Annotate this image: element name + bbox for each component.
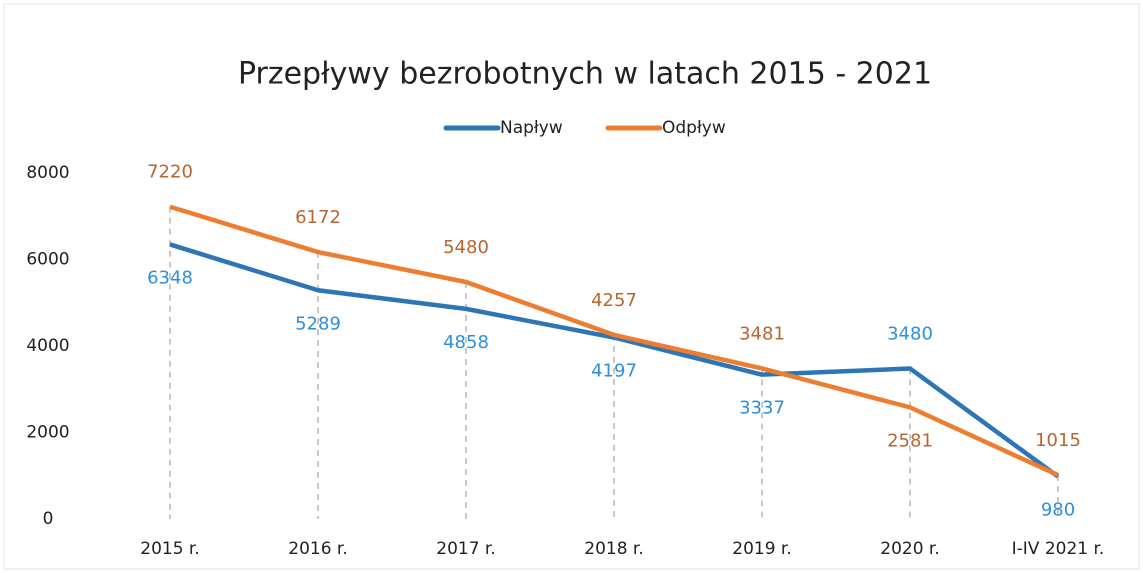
chart-title: Przepływy bezrobotnych w latach 2015 - 2… (238, 57, 932, 92)
data-label: 4257 (591, 290, 637, 311)
data-label: 4197 (591, 360, 637, 381)
data-label: 2581 (887, 430, 933, 451)
x-tick-label: 2016 r. (288, 539, 348, 559)
data-label: 5480 (443, 237, 489, 258)
series-line (169, 204, 1059, 478)
y-tick-label: 4000 (26, 336, 69, 356)
data-label: 3480 (887, 323, 933, 344)
y-tick-label: 8000 (26, 163, 69, 183)
legend-label: Napływ (500, 118, 563, 138)
data-label: 7220 (147, 162, 193, 183)
series-line (169, 242, 1060, 479)
x-tick-label: 2018 r. (584, 539, 644, 559)
chart-frame (3, 3, 1140, 570)
y-tick-label: 6000 (26, 250, 69, 270)
x-tick-label: 2015 r. (140, 539, 200, 559)
x-tick-label: 2020 r. (880, 539, 940, 559)
legend-label: Odpływ (662, 118, 726, 138)
x-tick-label: I-IV 2021 r. (1012, 539, 1105, 559)
x-tick-label: 2017 r. (436, 539, 496, 559)
data-label: 3337 (739, 398, 785, 419)
data-label: 980 (1041, 500, 1075, 521)
data-label: 6172 (295, 207, 341, 228)
y-tick-label: 0 (43, 509, 54, 529)
data-label: 4858 (443, 332, 489, 353)
data-label: 5289 (295, 313, 341, 334)
data-label: 1015 (1035, 430, 1081, 451)
y-tick-label: 2000 (26, 423, 69, 443)
data-label: 6348 (147, 267, 193, 288)
data-label: 3481 (739, 323, 785, 344)
x-tick-label: 2019 r. (732, 539, 792, 559)
